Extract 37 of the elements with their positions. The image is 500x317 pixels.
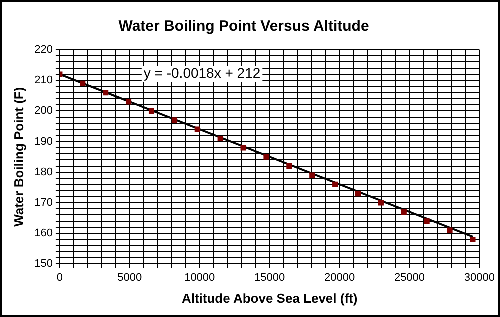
y-tick-label: 180 xyxy=(34,166,53,178)
x-tick-label: 0 xyxy=(56,272,64,284)
y-tick-label: 190 xyxy=(34,136,53,148)
point xyxy=(172,118,178,124)
point xyxy=(332,182,338,188)
y-tick-label: 150 xyxy=(34,258,53,270)
x-tick-label: 5000 xyxy=(118,272,142,284)
point xyxy=(240,145,246,151)
point xyxy=(103,90,109,96)
chart-title: Water Boiling Point Versus Altitude xyxy=(118,18,370,36)
point xyxy=(424,218,430,224)
point xyxy=(126,99,132,105)
x-tick-label: 10000 xyxy=(184,272,216,284)
point xyxy=(401,209,407,215)
point xyxy=(148,108,155,114)
annotation: y = -0.0018x + 212 xyxy=(144,64,261,81)
point xyxy=(194,126,200,132)
point xyxy=(264,154,270,160)
point xyxy=(470,236,476,242)
point xyxy=(286,164,292,170)
y-tick-label: 160 xyxy=(34,228,53,240)
y-tick-label: 220 xyxy=(34,44,53,56)
point xyxy=(80,80,86,86)
x-tick-label: 25000 xyxy=(394,272,426,284)
x-tick-label: 15000 xyxy=(254,272,286,284)
point xyxy=(355,191,362,197)
x-tick-label: 30000 xyxy=(464,272,496,284)
y-tick-label: 210 xyxy=(34,74,53,87)
point xyxy=(447,228,453,234)
x-tick-label: 20000 xyxy=(324,272,356,284)
y-axis-title: Water Boiling Point (F) xyxy=(11,87,26,227)
x-axis-title: Altitude Above Sea Level (ft) xyxy=(182,290,358,306)
point xyxy=(310,172,316,178)
y-tick-label: 200 xyxy=(34,105,53,118)
point xyxy=(378,200,384,206)
y-tick-label: 170 xyxy=(34,197,53,210)
point xyxy=(218,136,224,142)
